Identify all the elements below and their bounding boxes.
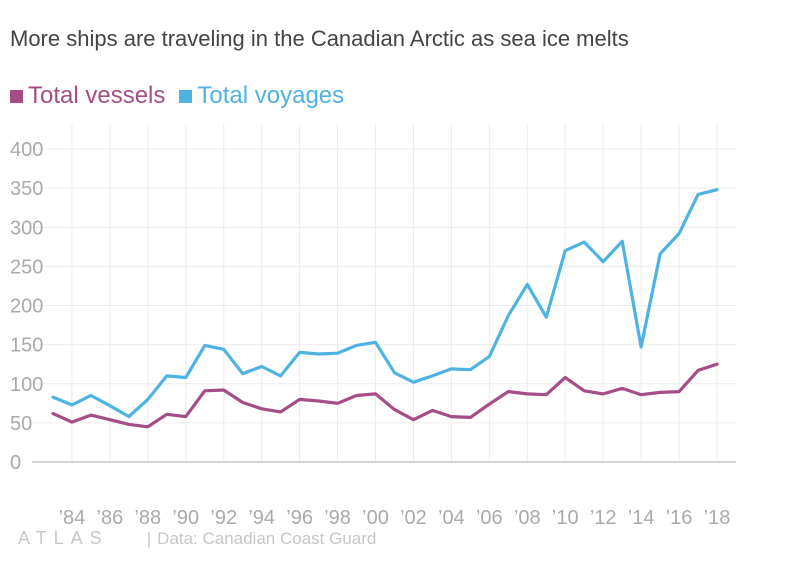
legend: Total vessels Total voyages — [10, 82, 358, 110]
legend-swatch-vessels — [10, 89, 23, 103]
legend-swatch-voyages — [179, 89, 193, 103]
x-tick-label: ’06 — [476, 507, 503, 529]
y-tick-label: 250 — [10, 256, 43, 278]
legend-label-vessels: Total vessels — [28, 82, 166, 109]
x-tick-label: ’02 — [400, 507, 427, 529]
x-tick-label: ’98 — [324, 507, 351, 529]
y-tick-label: 300 — [10, 217, 43, 239]
x-tick-label: ’88 — [134, 507, 161, 529]
legend-item-voyages: Total voyages — [179, 82, 344, 110]
x-tick-label: ’84 — [59, 507, 86, 529]
x-tick-label: ’94 — [248, 507, 275, 529]
x-tick-label: ’14 — [628, 507, 655, 529]
y-tick-label: 0 — [10, 452, 21, 474]
y-tick-label: 400 — [10, 139, 43, 161]
x-tick-label: ’12 — [590, 507, 617, 529]
y-tick-label: 100 — [10, 374, 43, 396]
x-tick-label: ’10 — [552, 507, 579, 529]
x-tick-label: ’86 — [97, 507, 124, 529]
x-tick-label: ’00 — [362, 507, 389, 529]
series-line-total-voyages — [51, 188, 719, 419]
x-tick-label: ’04 — [438, 507, 465, 529]
series-line-total-vessels — [51, 362, 719, 429]
x-tick-label: ’18 — [704, 507, 731, 529]
data-source: Data: Canadian Coast Guard — [157, 528, 377, 548]
footer-separator: | — [146, 528, 152, 548]
x-tick-label: ’96 — [286, 507, 313, 529]
y-tick-label: 150 — [10, 335, 43, 357]
y-tick-label: 50 — [10, 413, 32, 435]
y-tick-label: 200 — [10, 296, 43, 318]
x-tick-label: ’08 — [514, 507, 541, 529]
x-tick-label: ’90 — [172, 507, 199, 529]
legend-label-voyages: Total voyages — [197, 82, 345, 109]
legend-item-vessels: Total vessels — [10, 82, 165, 110]
atlas-logo: ATLAS — [18, 528, 109, 548]
y-tick-label: 350 — [10, 178, 43, 200]
x-tick-label: ’16 — [666, 507, 693, 529]
footer: ATLAS | Data: Canadian Coast Guard — [18, 528, 376, 549]
chart-title: More ships are traveling in the Canadian… — [10, 26, 629, 51]
x-tick-label: ’92 — [210, 507, 237, 529]
